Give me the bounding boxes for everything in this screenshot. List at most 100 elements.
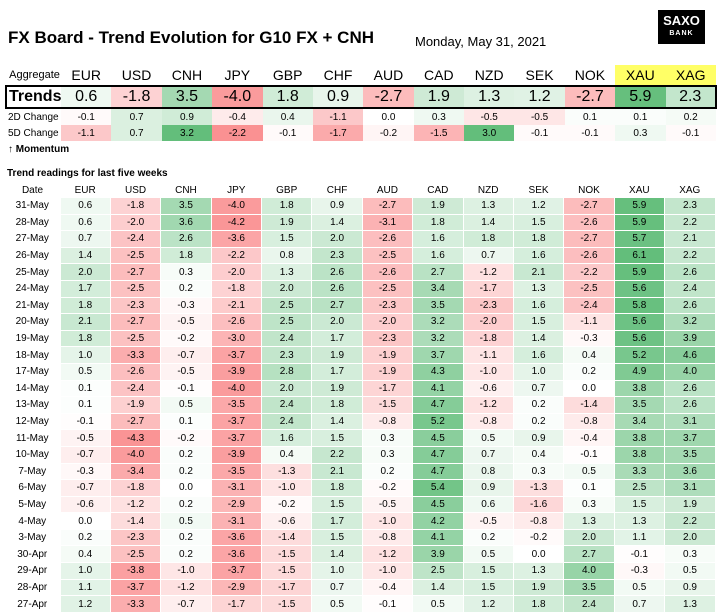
cell-chf: 2.6 bbox=[311, 263, 363, 281]
cell-nzd: 1.5 bbox=[462, 579, 514, 597]
cell-nzd: 0.5 bbox=[462, 545, 514, 564]
cell-nzd: -2.0 bbox=[462, 313, 514, 331]
cell-chf: 1.5 bbox=[311, 529, 363, 547]
cell-gbp: -1.5 bbox=[260, 545, 312, 564]
table-row: 28-May 0.6 -2.0 3.6 -4.2 1.9 1.4 -3.1 1.8 1.4 1.5-… bbox=[5, 214, 715, 232]
table-row: 31-May 0.6 -1.8 3.5 -4.0 1.8 0.9 -2.7 1.9 1.3 1.2-… bbox=[5, 198, 715, 215]
cell-jpy: -2.9 bbox=[210, 496, 262, 514]
cell-xau: 3.8 bbox=[613, 429, 665, 447]
cell-cad: 4.7 bbox=[412, 446, 463, 464]
trend-value-cnh: 3.5 bbox=[161, 85, 213, 109]
change-5d-cad: -1.5 bbox=[413, 125, 464, 141]
cell-xau: 5.8 bbox=[613, 297, 665, 315]
cell-cnh: 0.2 bbox=[160, 463, 212, 481]
cell-jpy: -4.0 bbox=[210, 380, 262, 398]
cell-aud: 0.2 bbox=[361, 463, 413, 481]
momentum-empty-cell bbox=[162, 141, 212, 157]
cell-xau: 5.9 bbox=[613, 263, 665, 281]
cell-chf: 1.4 bbox=[311, 413, 363, 431]
cell-cnh: 0.2 bbox=[160, 446, 212, 464]
table-row: 3-May 0.2 -2.3 0.2 -3.6 -1.4 1.5 -0.8 4.1 0.2 -0.2… bbox=[5, 529, 715, 547]
currency-header-jpy: JPY bbox=[212, 65, 263, 86]
change-5d-sek: -0.1 bbox=[514, 125, 565, 141]
weekly-trend-grid: Date EUR USD CNH JPY GBP CHF AUD CAD NZD SEK NOK XA… bbox=[5, 182, 715, 613]
trends-label: Trends -> bbox=[5, 85, 61, 109]
cell-xau: 5.6 bbox=[613, 280, 665, 298]
cell-cnh: 0.2 bbox=[160, 496, 212, 514]
row-date: 6-May bbox=[5, 479, 60, 497]
cell-cad: 4.1 bbox=[412, 529, 463, 547]
change-5d-eur: -1.1 bbox=[61, 125, 112, 141]
cell-xau: 3.5 bbox=[613, 396, 665, 414]
cell-xag: 2.2 bbox=[664, 512, 715, 530]
cell-xag: 0.3 bbox=[664, 545, 715, 564]
change-5d-xau: 0.3 bbox=[615, 125, 666, 141]
cell-eur: 1.0 bbox=[59, 562, 111, 580]
cell-gbp: 2.0 bbox=[260, 280, 312, 298]
cell-gbp: 0.4 bbox=[260, 446, 312, 464]
cell-xau: 6.1 bbox=[613, 247, 665, 265]
row-date: 20-May bbox=[5, 313, 60, 331]
cell-cnh: 3.6 bbox=[160, 214, 212, 232]
cell-nzd: 0.9 bbox=[462, 479, 514, 497]
cell-jpy: -3.1 bbox=[210, 479, 262, 497]
cell-aud: -0.8 bbox=[361, 413, 413, 431]
cell-gbp: -0.2 bbox=[260, 496, 312, 514]
aggregate-label: Aggregate bbox=[6, 65, 61, 86]
cell-gbp: 2.4 bbox=[260, 396, 312, 414]
table-row: 21-May 1.8 -2.3 -0.3 -2.1 2.5 2.7 -2.3 3.5 -2.3 1.… bbox=[5, 297, 715, 315]
cell-nok: -2.6 bbox=[563, 247, 615, 265]
cell-gbp: 2.4 bbox=[260, 413, 312, 431]
cell-xag: 3.2 bbox=[664, 313, 715, 331]
cell-cnh: 0.3 bbox=[160, 263, 212, 281]
cell-nok: 1.3 bbox=[563, 512, 615, 530]
cell-nok: -2.2 bbox=[563, 263, 615, 281]
row-date: 30-Apr bbox=[5, 545, 60, 564]
table-row: 24-May 1.7 -2.5 0.2 -1.8 2.0 2.6 -2.5 3.4 -1.7 1.3… bbox=[5, 280, 715, 298]
cell-gbp: 2.4 bbox=[260, 330, 312, 348]
cell-chf: 1.4 bbox=[311, 214, 363, 232]
cell-eur: 1.8 bbox=[59, 330, 111, 348]
cell-chf: 0.5 bbox=[311, 595, 363, 613]
cell-cnh: 0.5 bbox=[160, 396, 212, 414]
cell-usd: -2.0 bbox=[109, 214, 161, 232]
cell-gbp: 2.5 bbox=[260, 313, 312, 331]
cell-usd: -3.3 bbox=[109, 595, 161, 613]
cell-nzd: -0.6 bbox=[462, 380, 514, 398]
table-row: 6-May -0.7 -1.8 0.0 -3.1 -1.0 1.8 -0.2 5.4 0.9 -1.… bbox=[5, 479, 715, 497]
cell-nok: -0.3 bbox=[563, 330, 615, 348]
cell-aud: -1.9 bbox=[361, 363, 413, 381]
table-row: 18-May 1.0 -3.3 -0.7 -3.7 2.3 1.9 -1.9 3.7 -1.1 1.… bbox=[5, 346, 715, 364]
cell-nzd: 1.8 bbox=[462, 230, 514, 248]
cell-jpy: -3.9 bbox=[210, 363, 262, 381]
cell-xag: 3.1 bbox=[664, 413, 715, 431]
trend-value-gbp: 1.8 bbox=[262, 85, 313, 109]
cell-xag: 2.6 bbox=[664, 297, 715, 315]
row-date: 11-May bbox=[5, 429, 60, 447]
cell-xag: 3.1 bbox=[664, 479, 715, 497]
table-row: 25-May 2.0 -2.7 0.3 -2.0 1.3 2.6 -2.6 2.7 -1.2 2.1… bbox=[5, 263, 715, 281]
cell-chf: 2.0 bbox=[311, 230, 363, 248]
cell-chf: 0.7 bbox=[311, 579, 363, 597]
table-row: 19-May 1.8 -2.5 -0.2 -3.0 2.4 1.7 -2.3 3.2 -1.8 1.… bbox=[5, 330, 715, 348]
momentum-empty-cell bbox=[313, 141, 363, 157]
cell-xag: 2.6 bbox=[664, 396, 715, 414]
grid-header-jpy: JPY bbox=[227, 184, 246, 196]
cell-eur: 0.1 bbox=[59, 396, 111, 414]
cell-eur: 0.2 bbox=[59, 529, 111, 547]
cell-cad: 2.5 bbox=[412, 562, 463, 580]
currency-header-xau: XAU bbox=[615, 65, 666, 86]
cell-gbp: 1.9 bbox=[260, 214, 312, 232]
table-row: 26-May 1.4 -2.5 1.8 -2.2 0.8 2.3 -2.5 1.6 0.7 1.6-… bbox=[5, 247, 715, 265]
cell-xau: 3.3 bbox=[613, 463, 665, 481]
row-date: 25-May bbox=[5, 263, 60, 281]
cell-gbp: 2.5 bbox=[260, 297, 312, 315]
row-date: 14-May bbox=[5, 380, 60, 398]
cell-xag: 3.9 bbox=[664, 330, 715, 348]
table-row: 10-May -0.7 -4.0 0.2 -3.9 0.4 2.2 0.3 4.7 0.7 0.4-… bbox=[5, 446, 715, 464]
cell-jpy: -3.7 bbox=[210, 346, 262, 364]
logo-line-2: BANK bbox=[669, 30, 694, 37]
row-date: 19-May bbox=[5, 330, 60, 348]
table-row: 14-May 0.1 -2.4 -0.1 -4.0 2.0 1.9 -1.7 4.1 -0.6 0.… bbox=[5, 380, 715, 398]
cell-jpy: -3.9 bbox=[210, 446, 262, 464]
